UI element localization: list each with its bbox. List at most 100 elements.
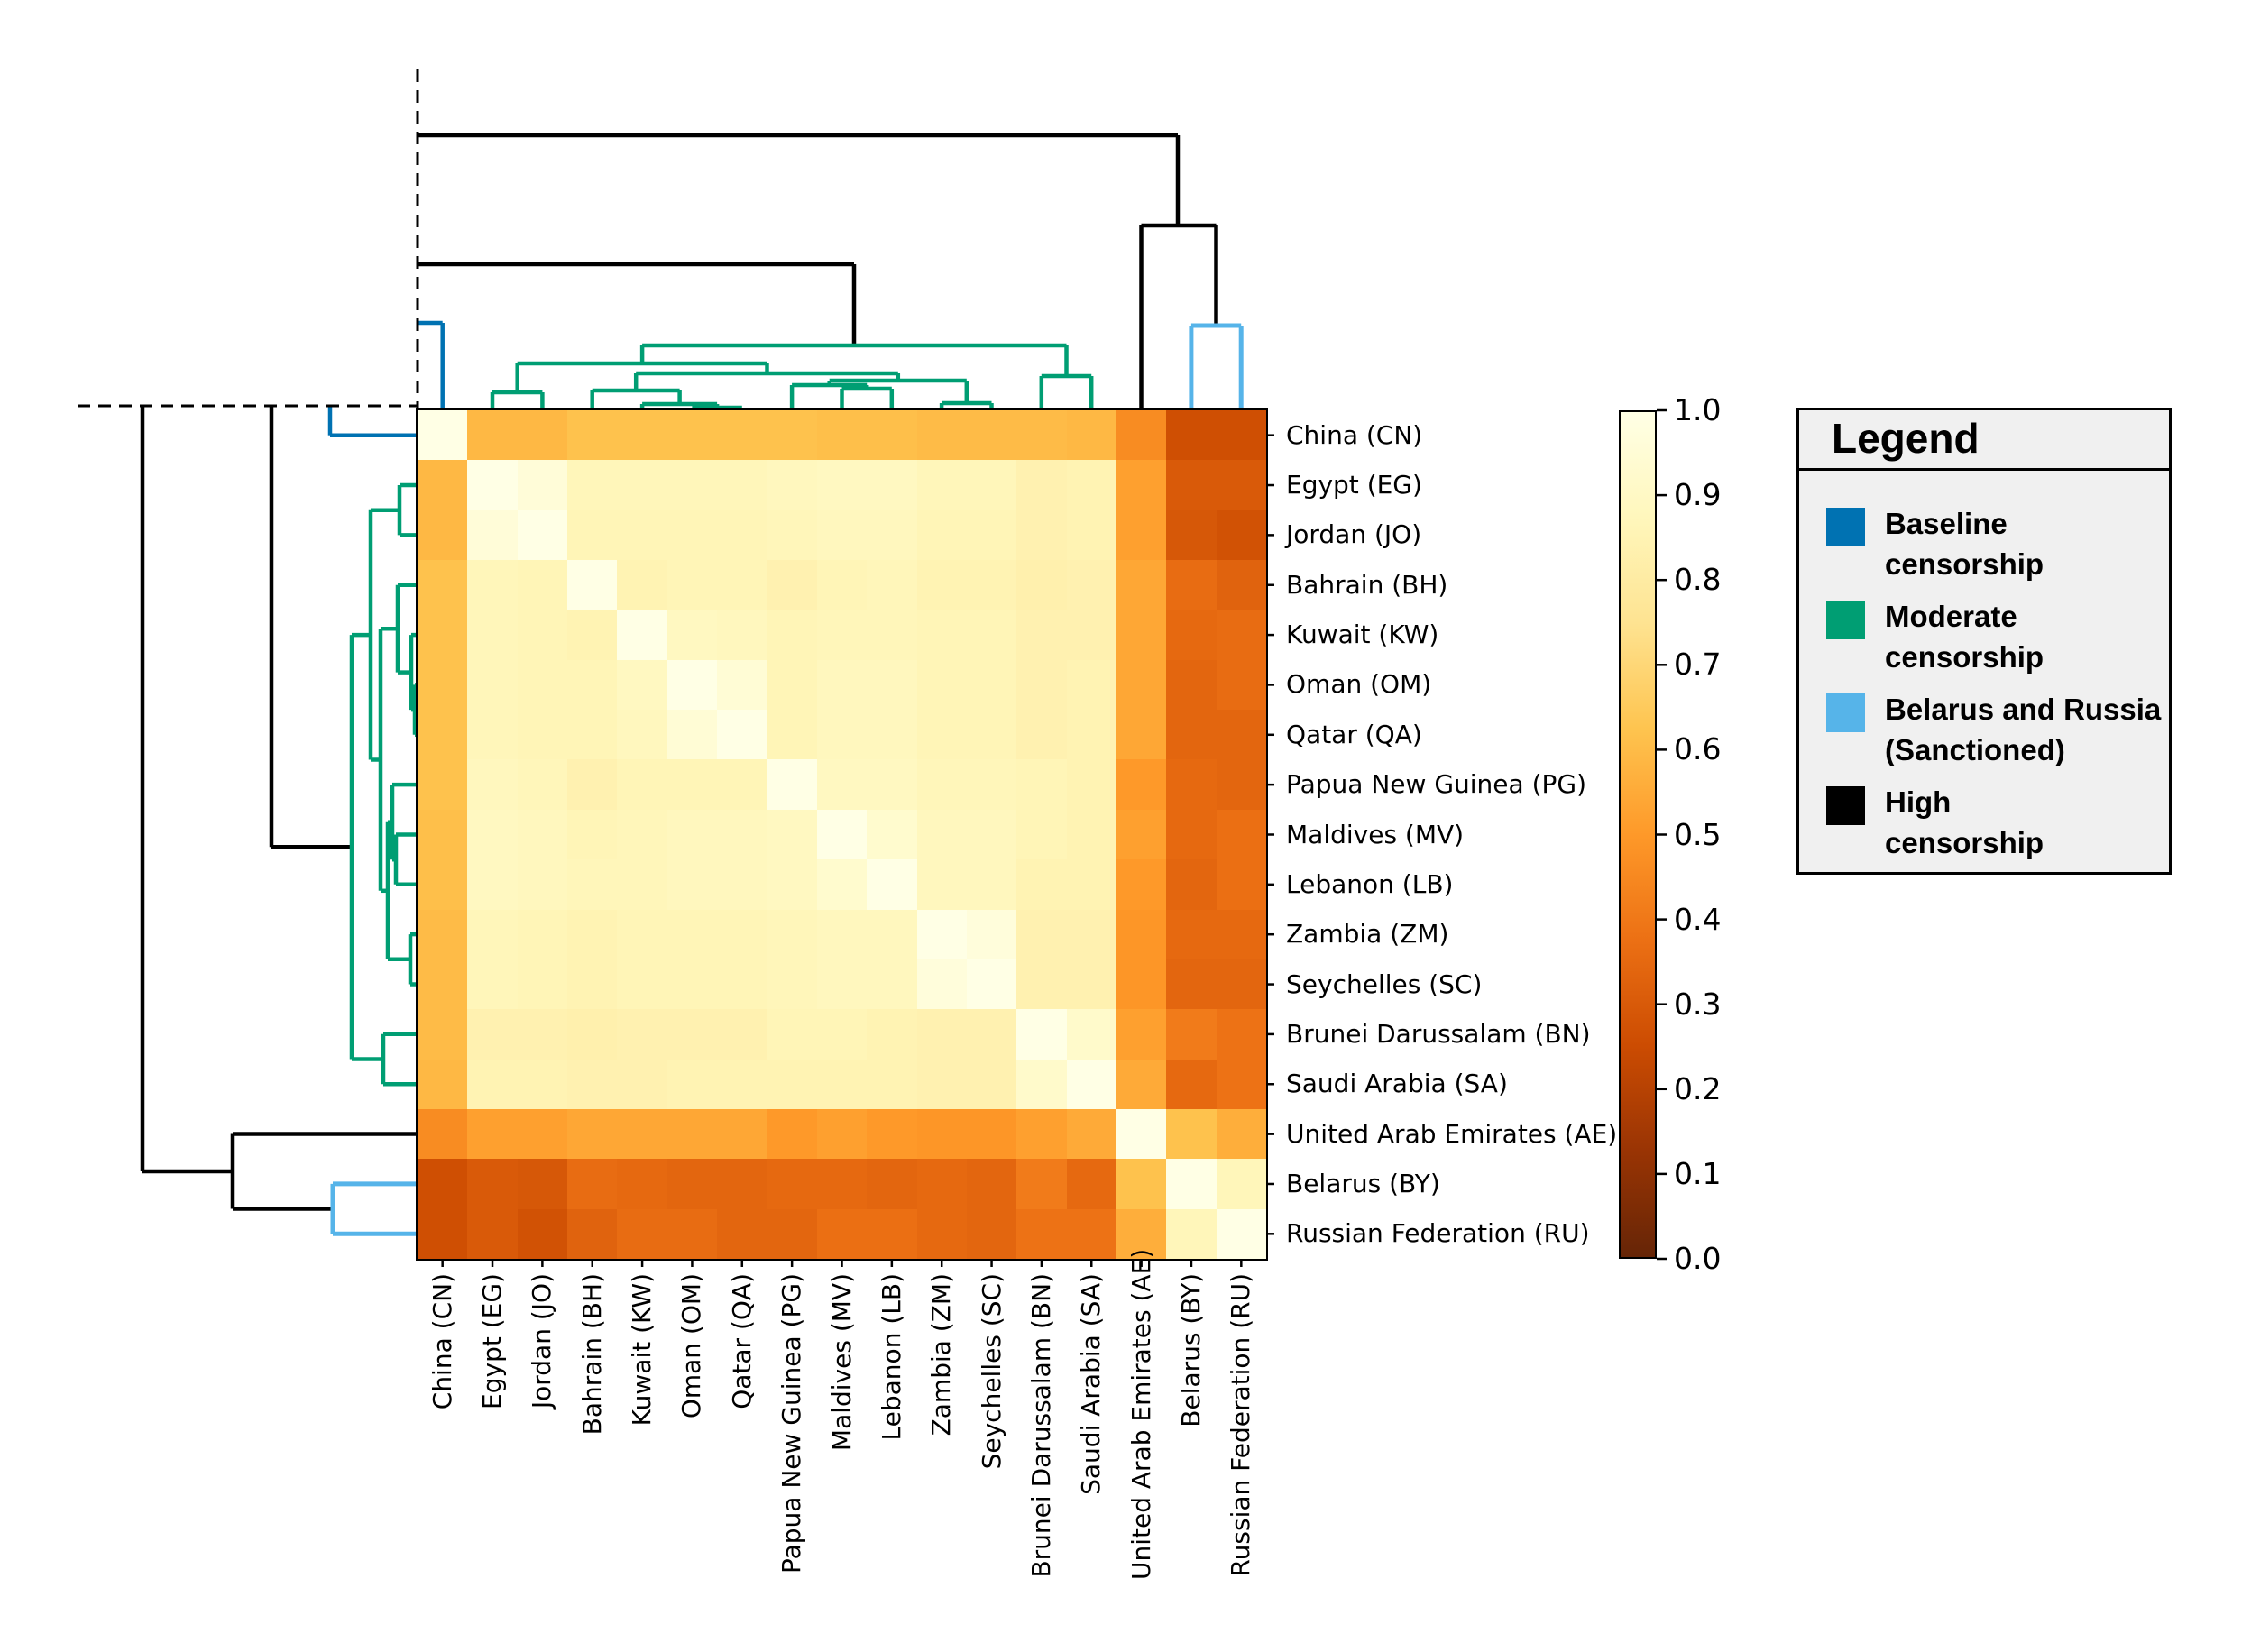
heatmap-cell xyxy=(567,659,618,711)
colorbar-tick-label: 0.0 xyxy=(1674,1241,1722,1276)
heatmap-cell xyxy=(767,959,817,1010)
heatmap-cell xyxy=(767,560,817,610)
heatmap-cell xyxy=(767,1108,817,1160)
col-label: Maldives (MV) xyxy=(826,1273,857,1452)
heatmap-cell xyxy=(966,859,1017,910)
heatmap-cell xyxy=(517,859,568,910)
heatmap-cell xyxy=(966,1208,1017,1259)
heatmap-cell xyxy=(567,509,618,561)
heatmap-cell xyxy=(717,1159,767,1209)
heatmap-cell xyxy=(1016,710,1067,760)
heatmap-cell xyxy=(816,909,868,959)
heatmap-cell xyxy=(1066,710,1116,760)
heatmap-cell xyxy=(617,1009,667,1060)
heatmap-cell xyxy=(816,1009,868,1060)
legend-label-line: Belarus and Russia xyxy=(1885,693,2162,726)
heatmap-cell xyxy=(916,1059,967,1109)
colorbar-tick-label: 0.8 xyxy=(1674,562,1722,598)
heatmap-cell xyxy=(1066,809,1116,860)
heatmap-cell xyxy=(1066,659,1116,711)
heatmap-cell xyxy=(1116,959,1167,1010)
heatmap-cell xyxy=(666,1208,718,1259)
row-label: Zambia (ZM) xyxy=(1286,919,1449,950)
heatmap-cell xyxy=(1116,509,1167,561)
heatmap-cell xyxy=(966,1059,1017,1109)
heatmap-cell xyxy=(1016,410,1067,461)
heatmap-cell xyxy=(1016,1159,1067,1209)
heatmap-cell xyxy=(1116,410,1167,461)
col-label: Seychelles (SC) xyxy=(976,1273,1006,1470)
legend-label-line: censorship xyxy=(1885,640,2044,674)
heatmap-cell xyxy=(916,1009,967,1060)
heatmap-cell xyxy=(666,809,718,860)
heatmap-cell xyxy=(666,659,718,711)
heatmap-cell xyxy=(966,710,1017,760)
heatmap-cell xyxy=(666,710,718,760)
heatmap-cell xyxy=(966,909,1017,959)
heatmap-cell xyxy=(1016,1059,1067,1109)
heatmap-cell xyxy=(517,410,568,461)
heatmap-cell xyxy=(916,560,967,610)
heatmap-cell xyxy=(1216,859,1266,910)
heatmap-cell xyxy=(767,659,817,711)
heatmap-cell xyxy=(1216,460,1266,510)
heatmap-cell xyxy=(916,710,967,760)
heatmap-cell xyxy=(966,560,1017,610)
heatmap-cell xyxy=(517,1108,568,1160)
heatmap-cell xyxy=(1166,1208,1217,1259)
row-label: Russian Federation (RU) xyxy=(1286,1218,1590,1249)
heatmap-cell xyxy=(567,759,618,810)
heatmap-cell xyxy=(1216,1009,1266,1060)
legend-label: High censorship xyxy=(1885,782,2044,863)
heatmap-cell xyxy=(1166,1159,1217,1209)
heatmap-cell xyxy=(767,909,817,959)
heatmap-cell xyxy=(1016,809,1067,860)
heatmap-cell xyxy=(717,859,767,910)
heatmap-cell xyxy=(418,560,468,610)
heatmap-cell xyxy=(467,859,518,910)
heatmap-cell xyxy=(1116,560,1167,610)
heatmap-grid xyxy=(418,410,1266,1259)
heatmap-cell xyxy=(966,1159,1017,1209)
top-dendrogram xyxy=(416,69,1244,410)
heatmap-cell xyxy=(666,959,718,1010)
row-label: Kuwait (KW) xyxy=(1286,620,1439,650)
row-label: Maldives (MV) xyxy=(1286,819,1465,849)
heatmap-cell xyxy=(617,1208,667,1259)
heatmap-cell xyxy=(1066,959,1116,1010)
heatmap-cell xyxy=(467,809,518,860)
heatmap-cell xyxy=(1216,1059,1266,1109)
heatmap-cell xyxy=(867,1059,917,1109)
heatmap-cell xyxy=(1066,410,1116,461)
heatmap-cell xyxy=(767,460,817,510)
col-label: Egypt (EG) xyxy=(477,1273,508,1409)
heatmap-cell xyxy=(567,909,618,959)
heatmap-cell xyxy=(767,509,817,561)
heatmap-cell xyxy=(1216,759,1266,810)
row-label: Papua New Guinea (PG) xyxy=(1286,769,1587,800)
heatmap-cell xyxy=(717,1059,767,1109)
row-label: Seychelles (SC) xyxy=(1286,968,1483,999)
heatmap-cell xyxy=(666,1059,718,1109)
heatmap-cell xyxy=(467,710,518,760)
heatmap-cell xyxy=(867,1009,917,1060)
heatmap-cell xyxy=(916,1208,967,1259)
heatmap-cell xyxy=(418,959,468,1010)
heatmap-cell xyxy=(867,859,917,910)
heatmap-cell xyxy=(816,1159,868,1209)
legend-swatch-moderate-censorship xyxy=(1826,601,1865,639)
heatmap-cell xyxy=(916,410,967,461)
heatmap-cell xyxy=(1016,959,1067,1010)
row-label: Egypt (EG) xyxy=(1286,470,1422,500)
heatmap-cell xyxy=(1166,1108,1217,1160)
heatmap-cell xyxy=(1016,859,1067,910)
heatmap-cell xyxy=(467,1159,518,1209)
heatmap-cell xyxy=(418,909,468,959)
heatmap-cell xyxy=(467,1208,518,1259)
heatmap-cell xyxy=(517,1208,568,1259)
row-label: Saudi Arabia (SA) xyxy=(1286,1069,1508,1099)
heatmap-cell xyxy=(1166,560,1217,610)
heatmap-cell xyxy=(916,909,967,959)
heatmap-cell xyxy=(418,859,468,910)
heatmap-cell xyxy=(1016,659,1067,711)
